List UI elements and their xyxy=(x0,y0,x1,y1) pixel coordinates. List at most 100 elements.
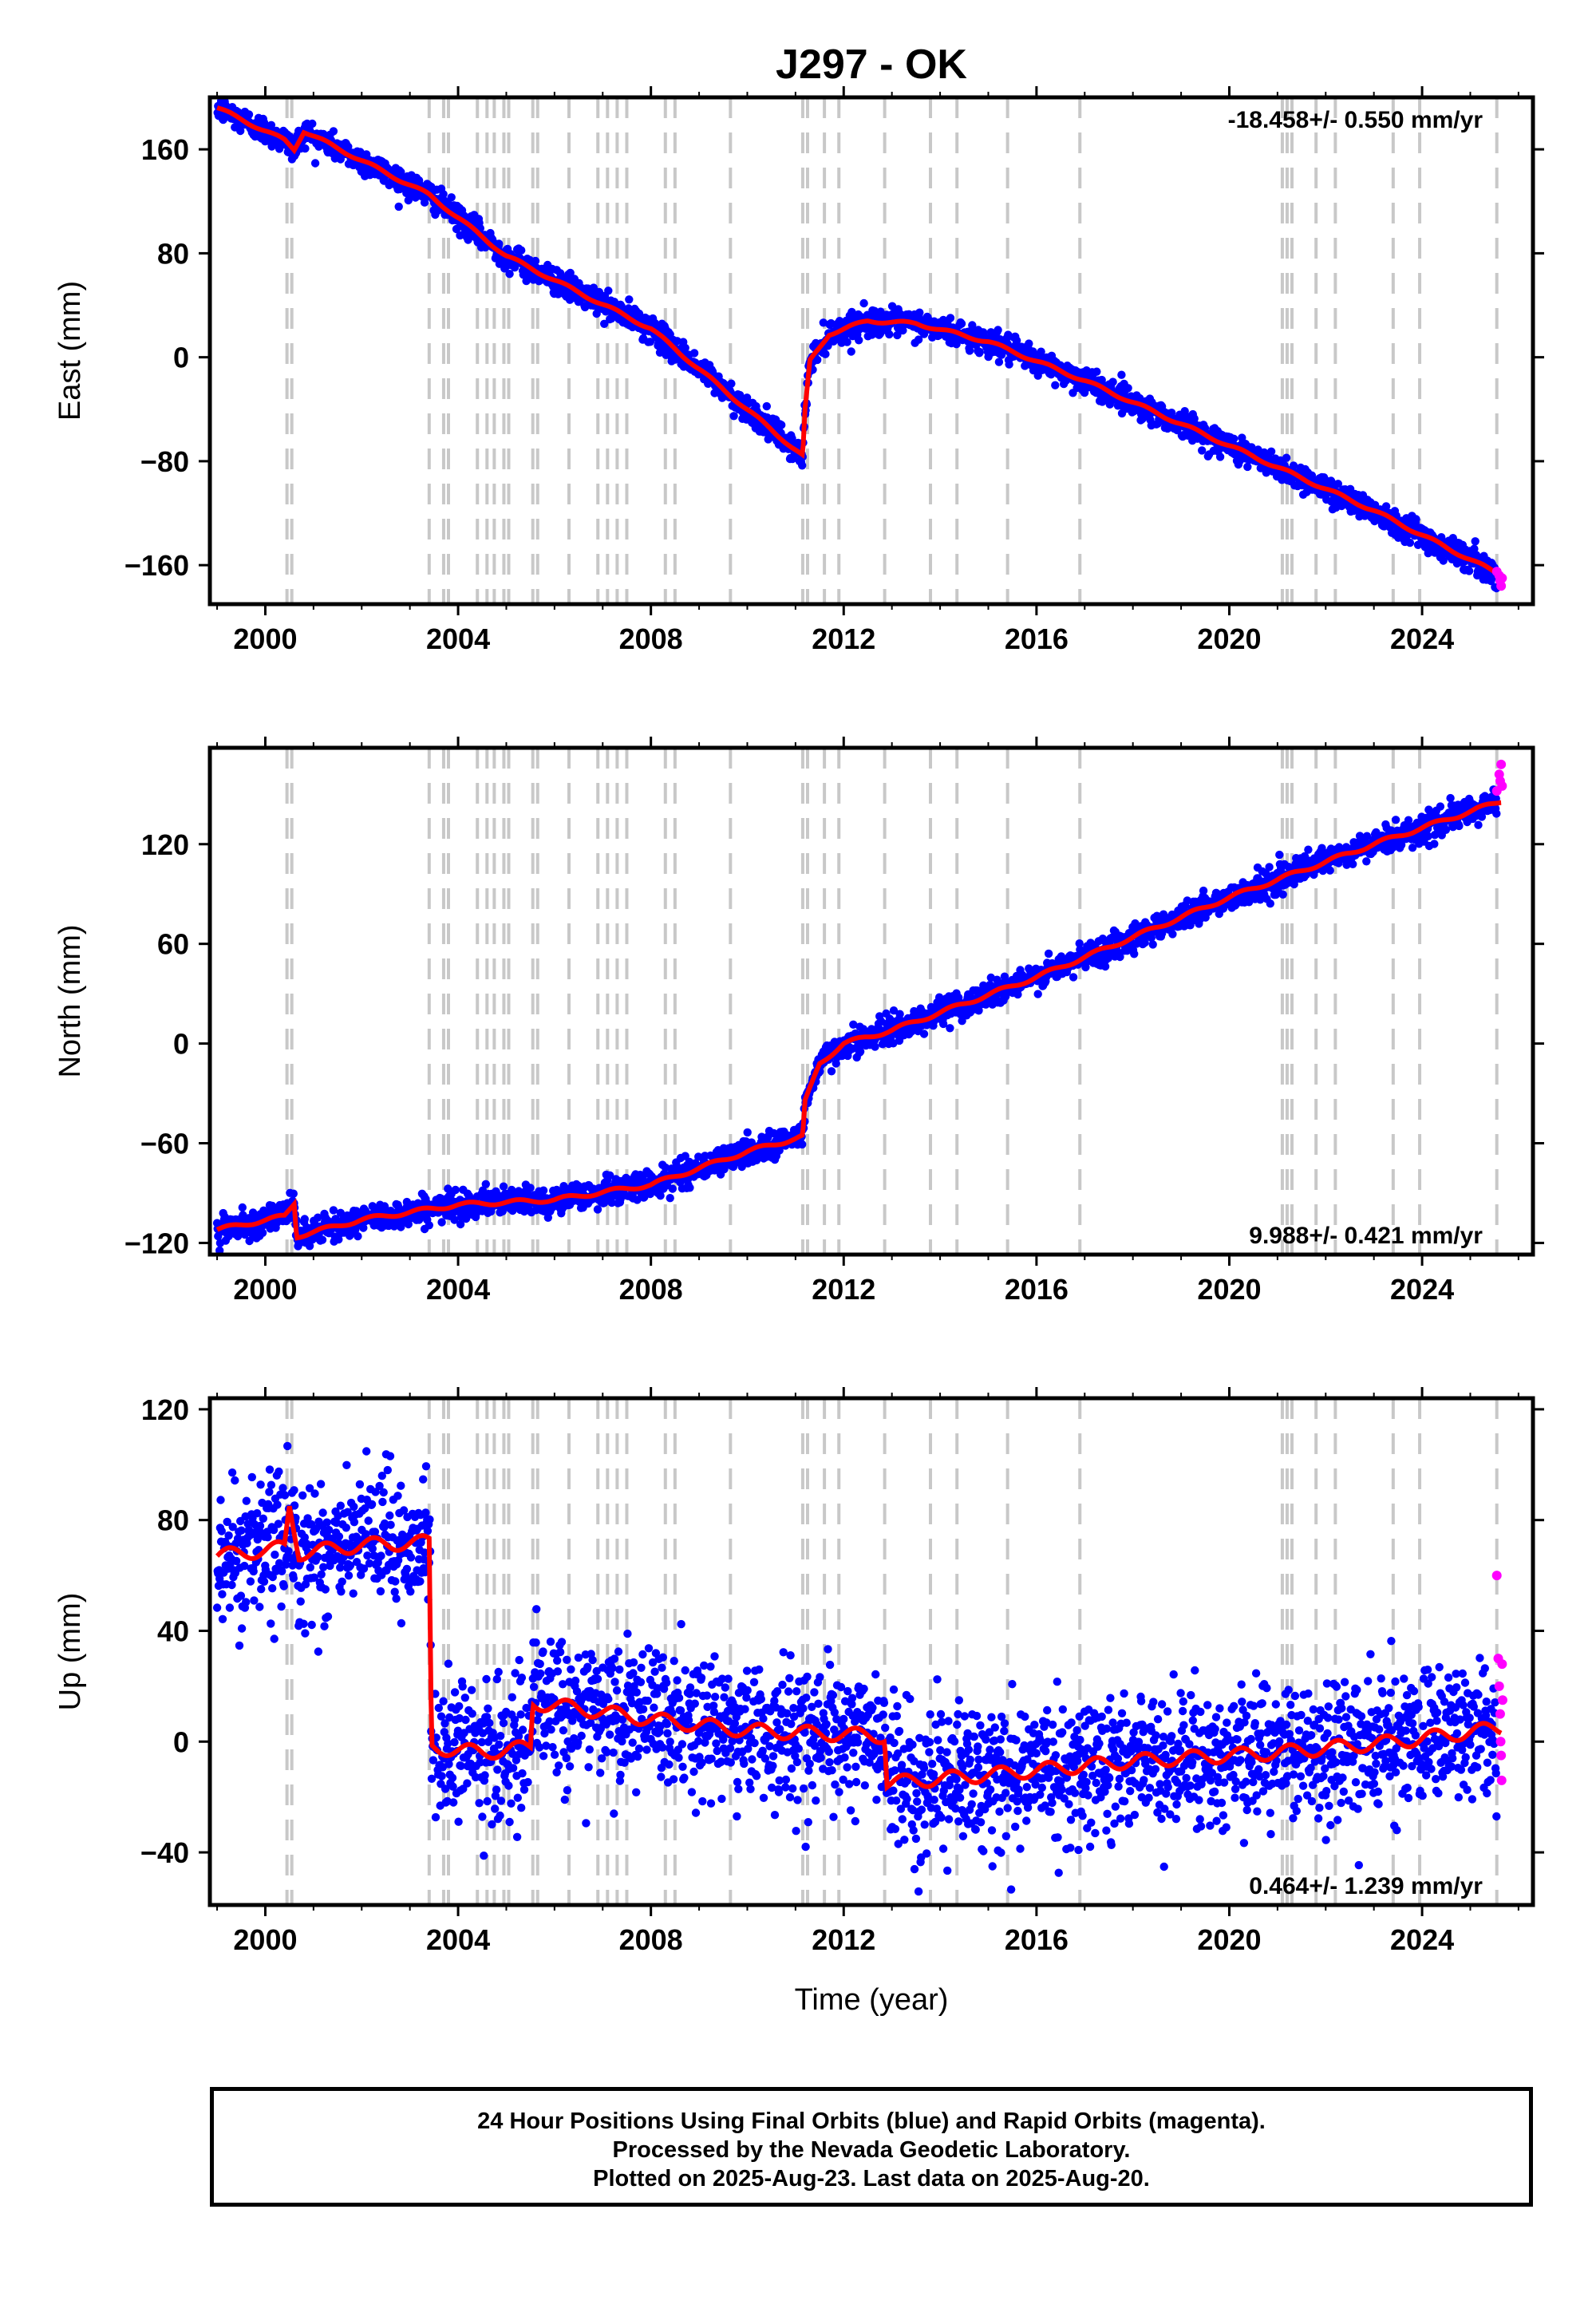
data-point xyxy=(1167,409,1176,417)
rapid-point xyxy=(1496,581,1507,591)
data-point xyxy=(1275,850,1284,860)
data-point xyxy=(394,202,403,211)
data-point xyxy=(849,1020,858,1030)
data-point xyxy=(871,1042,879,1051)
x-tick-label: 2012 xyxy=(812,622,875,655)
data-point xyxy=(258,1228,267,1238)
data-point xyxy=(1051,381,1060,389)
rapid-point xyxy=(1497,573,1507,583)
data-point xyxy=(812,355,822,365)
data-point xyxy=(914,335,923,344)
data-point xyxy=(329,127,338,136)
data-point xyxy=(1124,384,1132,393)
data-point xyxy=(1025,339,1033,348)
data-point xyxy=(318,1235,327,1244)
data-point xyxy=(397,168,405,176)
data-point xyxy=(1266,447,1276,456)
data-point xyxy=(1001,992,1010,1001)
data-point xyxy=(1304,845,1313,854)
data-point xyxy=(1439,556,1448,565)
data-point xyxy=(889,1006,899,1015)
data-point xyxy=(946,314,955,322)
data-point xyxy=(451,1185,460,1195)
data-point xyxy=(762,401,771,411)
data-point xyxy=(1405,538,1415,547)
data-point xyxy=(238,1203,247,1212)
y-tick-label: −160 xyxy=(124,549,189,582)
data-point xyxy=(505,270,514,279)
data-point xyxy=(1230,434,1238,443)
data-point xyxy=(425,1221,433,1230)
data-point xyxy=(1104,954,1113,962)
data-point xyxy=(777,421,786,429)
data-point xyxy=(215,1246,224,1255)
data-point xyxy=(1265,863,1274,871)
y-tick-label: 160 xyxy=(141,133,189,166)
data-point xyxy=(300,1215,309,1223)
data-point xyxy=(1325,866,1334,875)
data-point xyxy=(656,1192,665,1200)
panel-north: 2000 2004 2008 2012 2016 2020 2024120600−60−12… xyxy=(53,737,1544,1306)
data-point xyxy=(859,298,868,308)
data-point xyxy=(1116,952,1124,962)
data-point xyxy=(354,1231,362,1241)
data-point xyxy=(447,193,456,202)
data-point xyxy=(965,346,974,355)
data-point xyxy=(994,326,1002,334)
panel-east: 2000 2004 2008 2012 2016 2020 2024160800−80−16… xyxy=(53,86,1544,655)
final-orbit-points xyxy=(213,97,1501,593)
data-point xyxy=(666,1194,674,1203)
data-point xyxy=(681,1152,689,1160)
data-point xyxy=(1012,336,1021,345)
data-point xyxy=(821,350,830,358)
data-point xyxy=(1412,515,1420,524)
data-point xyxy=(495,239,504,248)
data-point xyxy=(855,336,863,345)
data-point xyxy=(1289,461,1298,470)
data-point xyxy=(975,347,985,357)
data-point xyxy=(1117,370,1126,379)
data-point xyxy=(1033,990,1042,998)
data-point xyxy=(1108,377,1117,386)
data-point xyxy=(245,1236,254,1246)
data-point xyxy=(531,256,540,266)
data-point xyxy=(289,1189,298,1198)
data-point xyxy=(737,1162,746,1172)
data-point xyxy=(689,349,699,358)
data-point xyxy=(600,319,609,328)
data-point xyxy=(1037,347,1045,356)
data-point xyxy=(607,1198,616,1207)
data-point xyxy=(1198,446,1207,455)
final-orbit-points xyxy=(212,785,1501,1255)
data-point xyxy=(1152,911,1162,920)
data-point xyxy=(843,338,851,346)
data-point xyxy=(1140,939,1149,947)
data-point xyxy=(606,1171,614,1180)
data-point xyxy=(1266,899,1275,908)
y-axis-label: East (mm) xyxy=(53,281,87,421)
data-point xyxy=(1349,860,1357,869)
data-point xyxy=(604,287,613,295)
data-point xyxy=(526,1184,535,1192)
data-point xyxy=(499,1182,508,1191)
data-point xyxy=(301,144,310,153)
data-point xyxy=(344,142,353,151)
data-point xyxy=(646,338,655,346)
data-point xyxy=(450,1215,459,1224)
chart-title: J297 - OK xyxy=(776,41,967,88)
data-point xyxy=(600,1198,609,1207)
y-tick-label: 0 xyxy=(173,342,189,374)
data-point xyxy=(437,1218,446,1227)
velocity-label: -18.458+/- 0.550 mm/yr xyxy=(1228,107,1483,133)
data-point xyxy=(847,347,855,356)
data-point xyxy=(946,1024,954,1033)
data-point xyxy=(314,1213,322,1222)
y-tick-label: −80 xyxy=(140,445,189,478)
data-point xyxy=(919,1030,929,1038)
data-point xyxy=(893,330,902,340)
plot-frame xyxy=(207,95,1535,607)
x-tick-label: 2016 xyxy=(1005,622,1069,655)
data-point xyxy=(439,190,448,199)
data-point xyxy=(832,1059,840,1068)
